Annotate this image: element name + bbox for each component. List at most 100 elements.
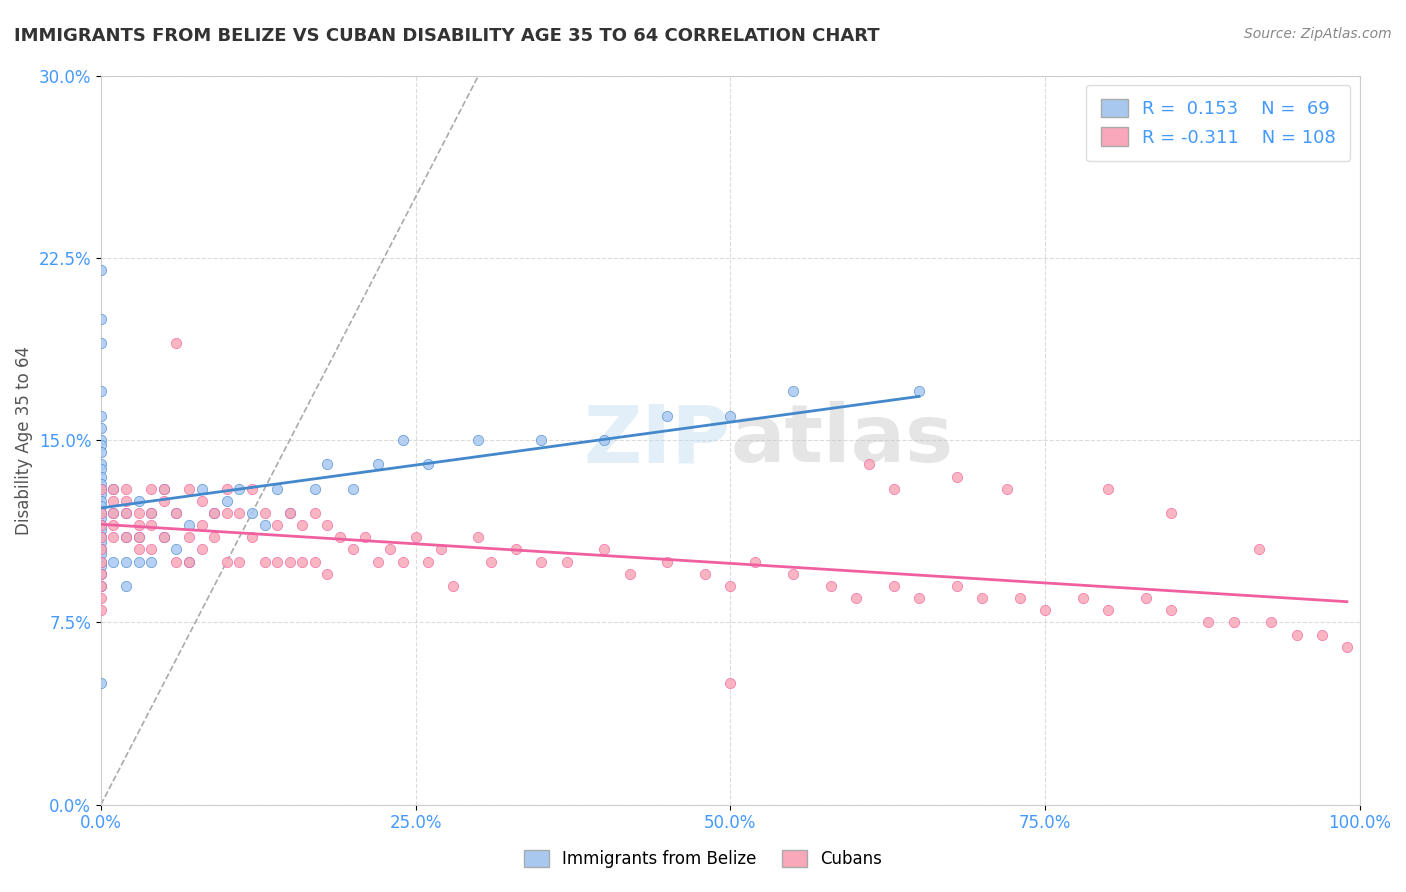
Point [90, 603, 112, 617]
Point [128, 506, 150, 520]
Point [90, 433, 112, 447]
Point [858, 458, 880, 472]
Point [367, 458, 389, 472]
Legend: Immigrants from Belize, Cubans: Immigrants from Belize, Cubans [517, 843, 889, 875]
Point [240, 482, 263, 496]
Point [304, 555, 326, 569]
Point [90, 335, 112, 350]
Point [266, 555, 288, 569]
Point [266, 482, 288, 496]
Point [153, 482, 176, 496]
Point [165, 555, 187, 569]
Point [228, 555, 250, 569]
Point [141, 506, 163, 520]
Point [190, 482, 212, 496]
Point [165, 335, 187, 350]
Point [141, 555, 163, 569]
Point [718, 579, 741, 593]
Point [418, 555, 440, 569]
Point [141, 482, 163, 496]
Text: atlas: atlas [730, 401, 953, 479]
Point [278, 555, 301, 569]
Point [90, 591, 112, 605]
Point [103, 555, 125, 569]
Point [304, 506, 326, 520]
Point [128, 530, 150, 544]
Point [405, 530, 427, 544]
Point [505, 542, 527, 557]
Point [380, 542, 402, 557]
Point [141, 542, 163, 557]
Point [177, 555, 200, 569]
Point [1285, 627, 1308, 641]
Point [441, 579, 464, 593]
Point [354, 530, 377, 544]
Point [90, 506, 112, 520]
Point [845, 591, 868, 605]
Point [945, 469, 967, 483]
Point [177, 555, 200, 569]
Point [90, 559, 112, 574]
Point [392, 433, 415, 447]
Point [908, 591, 931, 605]
Point [228, 506, 250, 520]
Point [1222, 615, 1244, 630]
Point [128, 555, 150, 569]
Point [693, 566, 716, 581]
Point [141, 506, 163, 520]
Point [253, 555, 276, 569]
Point [128, 542, 150, 557]
Point [90, 499, 112, 513]
Point [103, 506, 125, 520]
Point [908, 384, 931, 399]
Point [153, 494, 176, 508]
Point [90, 458, 112, 472]
Point [657, 555, 679, 569]
Point [970, 591, 993, 605]
Point [90, 530, 112, 544]
Point [883, 482, 905, 496]
Point [90, 482, 112, 496]
Point [90, 555, 112, 569]
Point [215, 482, 238, 496]
Point [342, 542, 364, 557]
Point [90, 535, 112, 549]
Point [392, 555, 415, 569]
Point [418, 458, 440, 472]
Point [90, 494, 112, 508]
Point [90, 579, 112, 593]
Point [1097, 603, 1119, 617]
Point [103, 518, 125, 533]
Point [253, 506, 276, 520]
Point [215, 494, 238, 508]
Point [1310, 627, 1333, 641]
Point [103, 482, 125, 496]
Point [90, 409, 112, 423]
Point [619, 566, 641, 581]
Point [329, 530, 352, 544]
Point [90, 469, 112, 483]
Point [177, 482, 200, 496]
Point [165, 542, 187, 557]
Point [90, 518, 112, 533]
Point [240, 530, 263, 544]
Point [215, 555, 238, 569]
Point [1336, 640, 1358, 654]
Point [945, 579, 967, 593]
Point [1071, 591, 1094, 605]
Point [115, 555, 138, 569]
Point [165, 506, 187, 520]
Point [429, 542, 451, 557]
Point [90, 676, 112, 690]
Text: IMMIGRANTS FROM BELIZE VS CUBAN DISABILITY AGE 35 TO 64 CORRELATION CHART: IMMIGRANTS FROM BELIZE VS CUBAN DISABILI… [14, 27, 880, 45]
Point [240, 506, 263, 520]
Point [228, 482, 250, 496]
Point [1160, 603, 1182, 617]
Point [115, 482, 138, 496]
Point [115, 506, 138, 520]
Point [593, 433, 616, 447]
Point [90, 511, 112, 525]
Point [103, 506, 125, 520]
Point [103, 530, 125, 544]
Point [883, 579, 905, 593]
